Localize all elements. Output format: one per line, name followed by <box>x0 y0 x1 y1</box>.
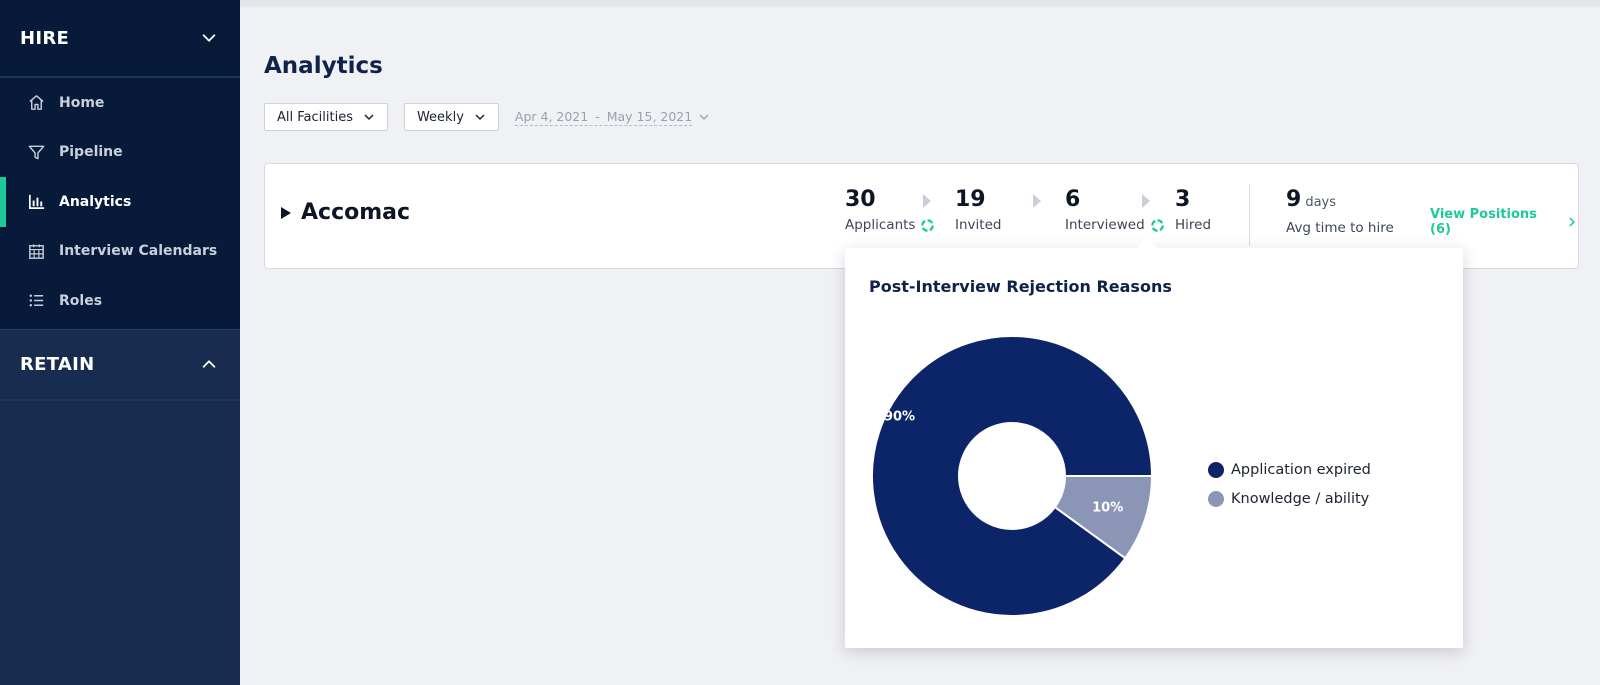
date-range-text: Apr 4, 2021- May 15, 2021 <box>514 108 693 126</box>
sidebar-item-analytics[interactable]: Analytics <box>0 177 240 227</box>
stat-applicants[interactable]: 30 Applicants <box>845 187 935 233</box>
hire-nav: Home Pipeline Analytics Interview Calend… <box>0 78 240 329</box>
sidebar-item-label: Interview Calendars <box>59 243 218 260</box>
legend-item: Knowledge / ability <box>1208 484 1371 513</box>
chart-legend: Application expired Knowledge / ability <box>1208 455 1371 513</box>
funnel-arrow-icon <box>1033 194 1041 208</box>
chevron-down-icon <box>699 114 709 120</box>
stat-value: 3 <box>1175 187 1191 212</box>
home-icon <box>26 93 46 113</box>
chevron-down-icon <box>475 114 485 121</box>
hire-section-title: HIRE <box>20 27 70 49</box>
chevron-up-icon <box>202 360 216 368</box>
sidebar-item-label: Roles <box>59 292 103 309</box>
stat-value: 19 <box>955 187 986 212</box>
popover-title: Post-Interview Rejection Reasons <box>869 277 1172 296</box>
facility-select[interactable]: All Facilities <box>264 103 388 131</box>
legend-label: Knowledge / ability <box>1231 490 1370 507</box>
sidebar-item-home[interactable]: Home <box>0 78 240 128</box>
stat-label: Interviewed <box>1065 217 1145 233</box>
funnel-arrow-icon <box>923 194 931 208</box>
loading-spinner-icon <box>921 218 935 232</box>
legend-label: Application expired <box>1231 461 1371 478</box>
pie-slice-label: 10% <box>1092 500 1123 515</box>
interval-select[interactable]: Weekly <box>403 103 499 131</box>
sidebar: HIRE Home Pipeline Analytics <box>0 0 240 685</box>
stat-invited[interactable]: 19 Invited <box>955 187 1001 233</box>
funnel-arrow-icon <box>1142 194 1150 208</box>
bar-chart-icon <box>26 192 46 212</box>
legend-swatch <box>1208 490 1224 507</box>
retain-section: RETAIN <box>0 328 240 401</box>
loading-spinner-icon <box>1150 218 1164 232</box>
chevron-down-icon <box>202 34 216 42</box>
chevron-down-icon <box>364 114 374 121</box>
donut-chart: 10% 90% <box>871 335 1153 617</box>
expand-triangle-icon <box>281 206 291 219</box>
hire-section: HIRE Home Pipeline Analytics <box>0 0 240 329</box>
date-start: Apr 4, 2021 <box>514 108 589 124</box>
pie-slice-application-expired[interactable] <box>871 335 1153 617</box>
hire-section-header[interactable]: HIRE <box>0 0 240 78</box>
retain-section-header[interactable]: RETAIN <box>0 328 240 401</box>
stat-label: Applicants <box>845 217 916 233</box>
view-positions-label: View Positions (6) <box>1430 207 1537 237</box>
date-range-picker[interactable]: Apr 4, 2021- May 15, 2021 <box>514 108 710 126</box>
legend-swatch <box>1208 461 1224 478</box>
sidebar-item-label: Analytics <box>59 193 132 210</box>
stat-value: 30 <box>845 187 876 212</box>
filter-bar: All Facilities Weekly Apr 4, 2021- May 15… <box>264 103 710 131</box>
funnel-icon <box>26 142 46 162</box>
stat-interviewed[interactable]: 6 Interviewed <box>1065 187 1165 233</box>
facility-select-value: All Facilities <box>277 109 353 125</box>
view-positions-link[interactable]: View Positions (6) <box>1430 207 1578 237</box>
chevron-right-icon <box>1569 217 1576 227</box>
rejection-reasons-popover: Post-Interview Rejection Reasons 10% 90% … <box>845 248 1463 648</box>
sidebar-item-label: Home <box>59 94 105 111</box>
interval-select-value: Weekly <box>416 109 464 125</box>
sidebar-item-roles[interactable]: Roles <box>0 276 240 326</box>
sidebar-item-label: Pipeline <box>59 144 123 161</box>
date-end: May 15, 2021 <box>606 108 693 124</box>
sidebar-item-interview-calendars[interactable]: Interview Calendars <box>0 227 240 277</box>
stat-label: Hired <box>1175 217 1212 233</box>
stat-hired[interactable]: 3 Hired <box>1175 187 1211 233</box>
list-icon <box>26 291 46 311</box>
legend-item: Application expired <box>1208 455 1371 484</box>
stat-avg-time-to-hire: 9 days Avg time to hire <box>1286 187 1394 236</box>
sidebar-item-pipeline[interactable]: Pipeline <box>0 128 240 178</box>
stat-label: Avg time to hire <box>1286 220 1394 236</box>
stat-value: 6 <box>1065 187 1081 212</box>
facility-toggle[interactable]: Accomac <box>281 200 410 225</box>
retain-section-title: RETAIN <box>20 353 95 375</box>
date-separator: - <box>595 108 600 124</box>
stat-label: Invited <box>955 217 1002 233</box>
calendar-icon <box>26 241 46 261</box>
page-title: Analytics <box>264 53 383 79</box>
top-bar <box>240 0 1600 6</box>
stat-divider <box>1249 184 1250 246</box>
stat-value: 9 <box>1286 187 1302 212</box>
facility-name: Accomac <box>301 200 411 225</box>
stat-unit: days <box>1305 195 1336 210</box>
pie-slice-label: 90% <box>884 409 915 424</box>
